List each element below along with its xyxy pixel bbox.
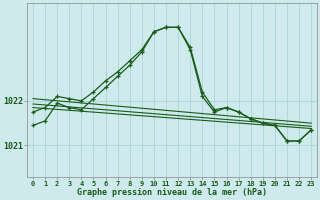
- X-axis label: Graphe pression niveau de la mer (hPa): Graphe pression niveau de la mer (hPa): [77, 188, 267, 197]
